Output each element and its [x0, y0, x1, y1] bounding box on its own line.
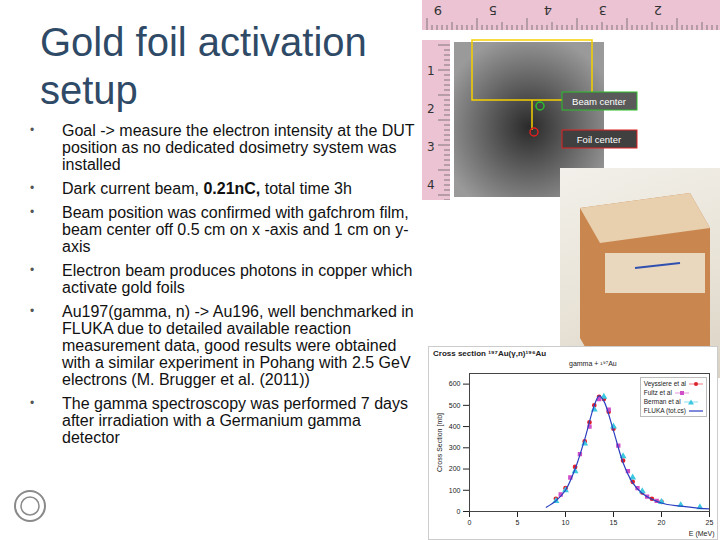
- svg-text:5: 5: [489, 3, 497, 18]
- svg-text:100: 100: [449, 487, 461, 494]
- svg-text:Beam center: Beam center: [572, 96, 626, 107]
- svg-text:500: 500: [449, 402, 461, 409]
- svg-text:0: 0: [457, 508, 461, 515]
- svg-text:3: 3: [599, 3, 607, 18]
- svg-text:2: 2: [427, 102, 435, 116]
- svg-text:15: 15: [610, 519, 618, 526]
- svg-text:0: 0: [468, 519, 472, 526]
- svg-text:4: 4: [544, 3, 552, 18]
- svg-text:Foil center: Foil center: [577, 134, 621, 145]
- html-text:Electron beam produces photons: Electron beam produces photons in copper…: [62, 262, 413, 296]
- svg-text:Cross Section [mb]: Cross Section [mb]: [436, 413, 444, 472]
- svg-text:E (MeV): E (MeV): [689, 530, 715, 538]
- html-text:Cross section ¹⁹⁷Au(γ,n)¹⁹⁶Au: Cross section ¹⁹⁷Au(γ,n)¹⁹⁶Au: [433, 349, 547, 358]
- html-text:FLUKA (tot.cs): FLUKA (tot.cs): [643, 407, 686, 414]
- svg-text:10: 10: [562, 519, 570, 526]
- html-text:Gold foil activation setup: Gold foil activation setup: [40, 20, 367, 112]
- svg-text:1: 1: [427, 64, 435, 78]
- svg-text:25: 25: [706, 519, 714, 526]
- svg-text:9: 9: [434, 3, 442, 18]
- html-text:Beam position was confirmed wi: Beam position was confirmed with gafchro…: [62, 204, 409, 255]
- html-text:Au197(gamma, n) -> Au196, well: Au197(gamma, n) -> Au196, well benchmark…: [62, 303, 414, 388]
- svg-text:300: 300: [449, 444, 461, 451]
- html-text:The gamma spectroscopy was per: The gamma spectroscopy was performed 7 d…: [62, 395, 408, 446]
- svg-text:4: 4: [427, 178, 435, 192]
- svg-text:200: 200: [449, 465, 461, 472]
- html-text:gamma + ¹⁹⁷Au: gamma + ¹⁹⁷Au: [569, 360, 617, 367]
- svg-text:3: 3: [427, 140, 435, 154]
- svg-text:400: 400: [449, 423, 461, 430]
- svg-text:20: 20: [658, 519, 666, 526]
- html-text:Goal -> measure the electron i: Goal -> measure the electron intensity a…: [62, 122, 415, 173]
- svg-text:600: 600: [449, 380, 461, 387]
- html-text:Dark current beam, 0.21nC, tot: Dark current beam, 0.21nC, total time 3h: [62, 180, 352, 197]
- svg-text:5: 5: [516, 519, 520, 526]
- html-text:Berman et al: Berman et al: [643, 398, 681, 405]
- html-text:Veyssiere et al: Veyssiere et al: [643, 380, 686, 387]
- svg-text:2: 2: [654, 3, 662, 18]
- html-text:Fultz et al: Fultz et al: [643, 389, 672, 396]
